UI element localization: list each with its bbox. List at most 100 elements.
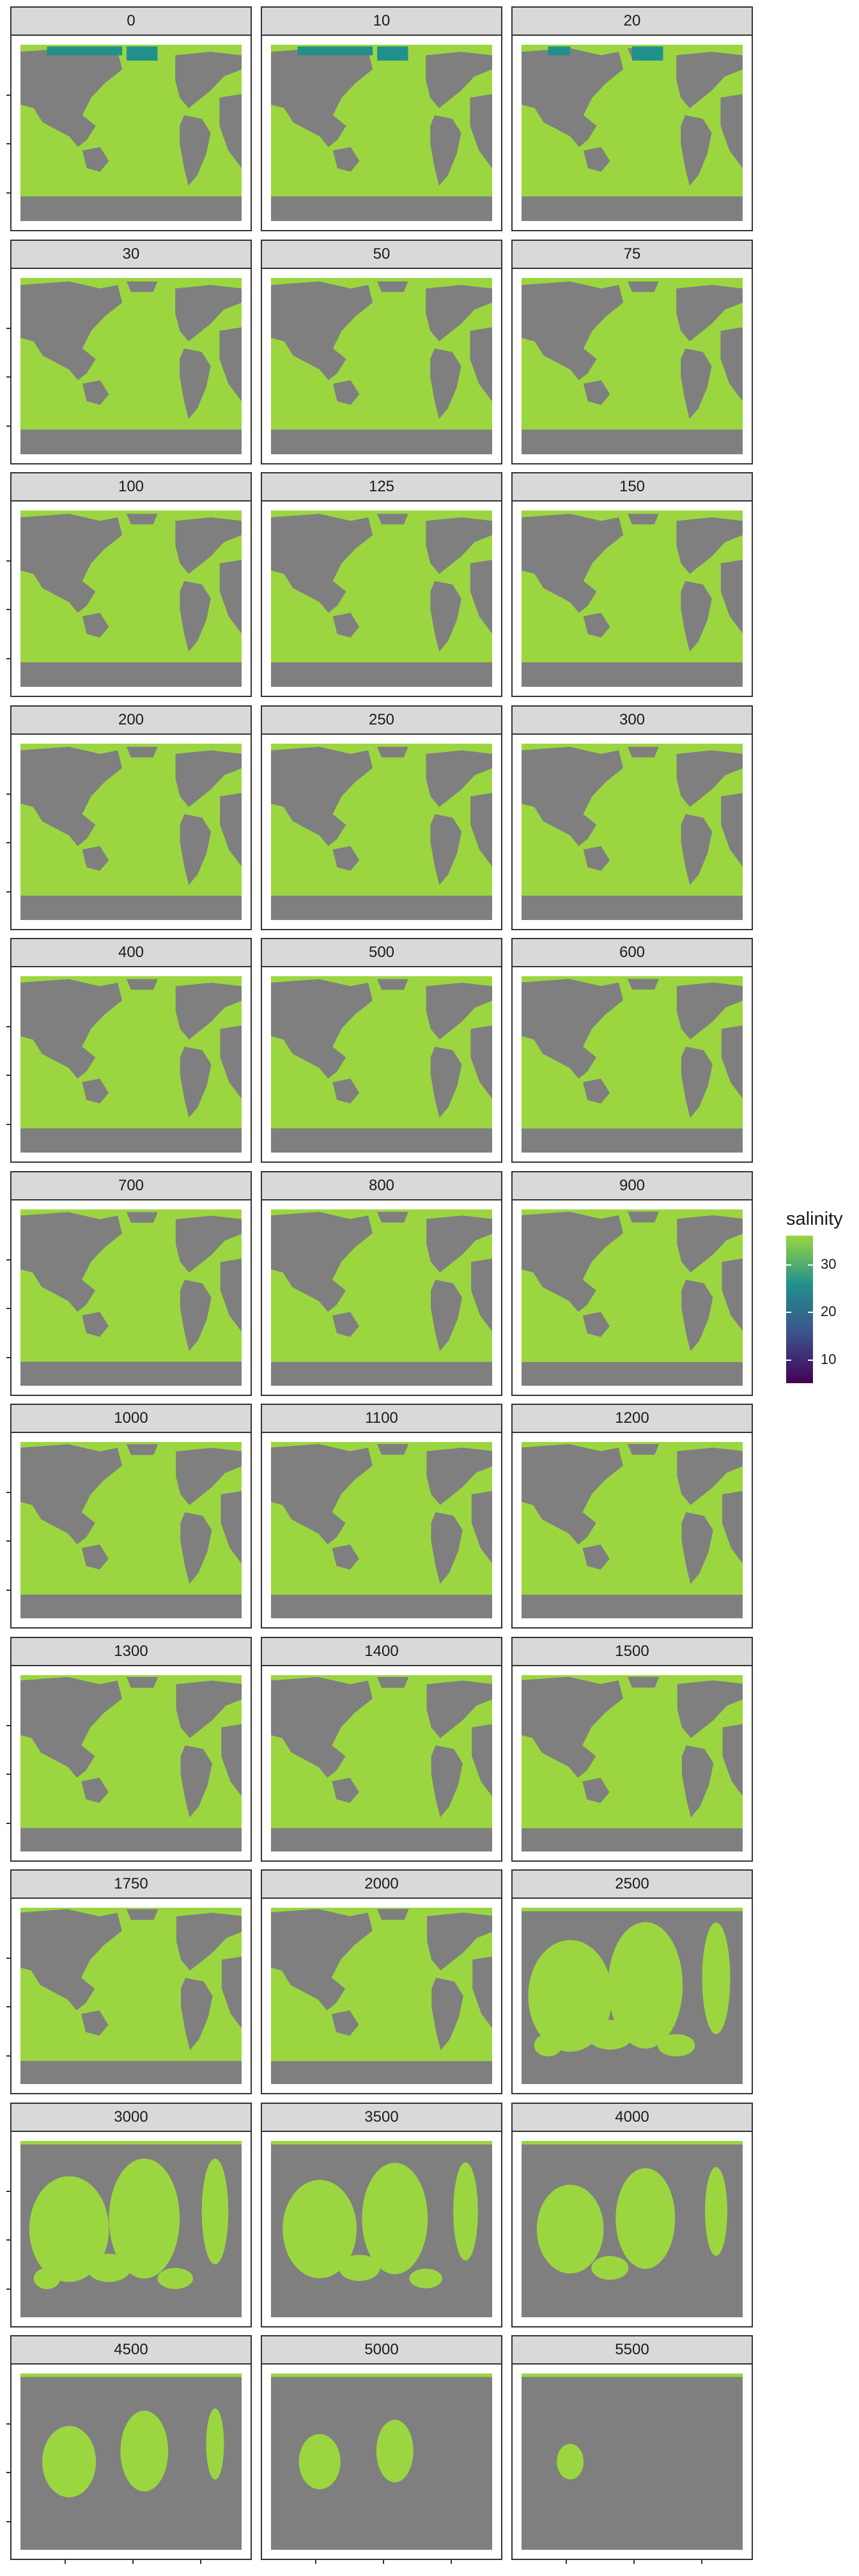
facet-plot-area xyxy=(261,34,502,231)
y-axis-tick xyxy=(6,2190,10,2192)
deep-ocean-basin xyxy=(453,2161,478,2260)
salinity-map-1300 xyxy=(20,1675,242,1851)
facet-plot-area xyxy=(6,2130,252,2327)
land-mass xyxy=(20,746,123,846)
land-mass xyxy=(681,813,713,885)
facet-panel-50: 50 xyxy=(261,239,502,464)
land-mass xyxy=(332,1544,359,1570)
land-mass xyxy=(271,1676,373,1778)
land-mass xyxy=(376,1211,409,1223)
land-mass xyxy=(677,1447,743,1505)
y-axis-tick xyxy=(6,2055,10,2057)
deep-ocean-basin xyxy=(206,2408,224,2480)
y-axis-tick xyxy=(6,1075,10,1076)
land-mass xyxy=(677,1680,743,1738)
land-mass xyxy=(127,979,158,990)
y-axis-tick xyxy=(6,425,10,427)
land-mass xyxy=(522,48,624,148)
land-mass xyxy=(470,792,492,866)
deep-ocean-basin xyxy=(362,2162,428,2274)
land-mass xyxy=(681,348,712,419)
facet-plot-area xyxy=(6,1897,252,2094)
facet-plot-area xyxy=(261,2363,502,2564)
land-mass xyxy=(676,284,743,341)
facet-strip-label: 10 xyxy=(261,6,502,36)
y-axis-tick xyxy=(6,1822,10,1824)
facet-plot-area xyxy=(511,966,753,1163)
y-axis-tick xyxy=(6,793,10,795)
facet-plot-area xyxy=(6,1432,252,1629)
arctic-ocean-strip xyxy=(20,2373,242,2377)
salinity-map-3500 xyxy=(271,2140,492,2317)
x-axis-tick xyxy=(701,2560,702,2564)
land-mass xyxy=(583,845,610,871)
land-mass xyxy=(681,581,712,652)
land-mass xyxy=(582,1311,610,1337)
deep-ocean-basin xyxy=(615,2168,676,2269)
facet-strip-label: 700 xyxy=(10,1170,252,1200)
land-mass xyxy=(176,1912,242,1971)
salinity-map-5000 xyxy=(271,2373,492,2550)
facet-strip-label: 1750 xyxy=(10,1869,252,1899)
facet-panel-4000: 4000 xyxy=(511,2102,753,2327)
land-mass xyxy=(332,613,360,638)
land-mass xyxy=(430,1046,462,1118)
land-mass xyxy=(271,1361,492,1386)
land-mass xyxy=(175,1215,242,1273)
salinity-map-4000 xyxy=(522,2140,743,2317)
salinity-map-2000 xyxy=(271,1908,492,2084)
facet-panel-250: 250 xyxy=(261,705,502,930)
salinity-map-1400 xyxy=(271,1675,492,1851)
y-axis-tick xyxy=(6,143,10,144)
facet-strip-label: 30 xyxy=(10,239,252,269)
land-mass xyxy=(271,1595,492,1618)
land-mass xyxy=(20,1594,242,1618)
land-mass xyxy=(426,1680,492,1738)
facet-strip-label: 600 xyxy=(511,938,753,967)
facet-strip-label: 3000 xyxy=(10,2102,252,2132)
y-axis-tick xyxy=(6,1540,10,1542)
land-mass xyxy=(722,1258,743,1331)
arctic-ocean-strip xyxy=(271,2140,492,2145)
land-mass xyxy=(426,52,492,109)
land-mass xyxy=(426,517,492,574)
land-mass xyxy=(332,1078,360,1104)
land-mass xyxy=(221,1724,242,1797)
land-mass xyxy=(721,792,743,866)
facet-panel-800: 800 xyxy=(261,1170,502,1396)
land-mass xyxy=(332,1311,359,1337)
land-mass xyxy=(522,429,743,454)
land-mass xyxy=(472,1724,492,1797)
land-mass xyxy=(681,115,712,186)
land-mass xyxy=(681,1512,713,1584)
legend-tick xyxy=(786,1312,791,1314)
land-mass xyxy=(20,1827,242,1851)
facet-panel-500: 500 xyxy=(261,938,502,1163)
facet-strip-label: 3500 xyxy=(261,2102,502,2132)
facet-strip-label: 300 xyxy=(511,705,753,735)
land-mass xyxy=(431,1279,463,1351)
low-salinity-region xyxy=(548,46,571,56)
salinity-map-3000 xyxy=(20,2140,242,2317)
land-mass xyxy=(271,429,492,454)
land-mass xyxy=(82,845,109,871)
facet-plot-area xyxy=(511,2130,753,2327)
land-mass xyxy=(583,379,610,405)
land-mass xyxy=(20,2060,242,2084)
land-mass xyxy=(176,1448,242,1505)
land-mass xyxy=(175,983,242,1040)
land-mass xyxy=(20,1444,122,1545)
land-mass xyxy=(582,1544,610,1570)
legend-break-label: 30 xyxy=(821,1255,837,1272)
land-mass xyxy=(20,662,242,687)
facet-plot-area xyxy=(261,267,502,464)
facet-panel-1400: 1400 xyxy=(261,1636,502,1862)
land-mass xyxy=(331,2010,359,2036)
x-axis-tick xyxy=(633,2560,635,2564)
x-axis-tick xyxy=(132,2560,134,2564)
land-mass xyxy=(181,1977,213,2050)
y-axis-tick xyxy=(6,95,10,96)
land-mass xyxy=(82,1311,109,1337)
facet-strip-label: 20 xyxy=(511,6,753,36)
